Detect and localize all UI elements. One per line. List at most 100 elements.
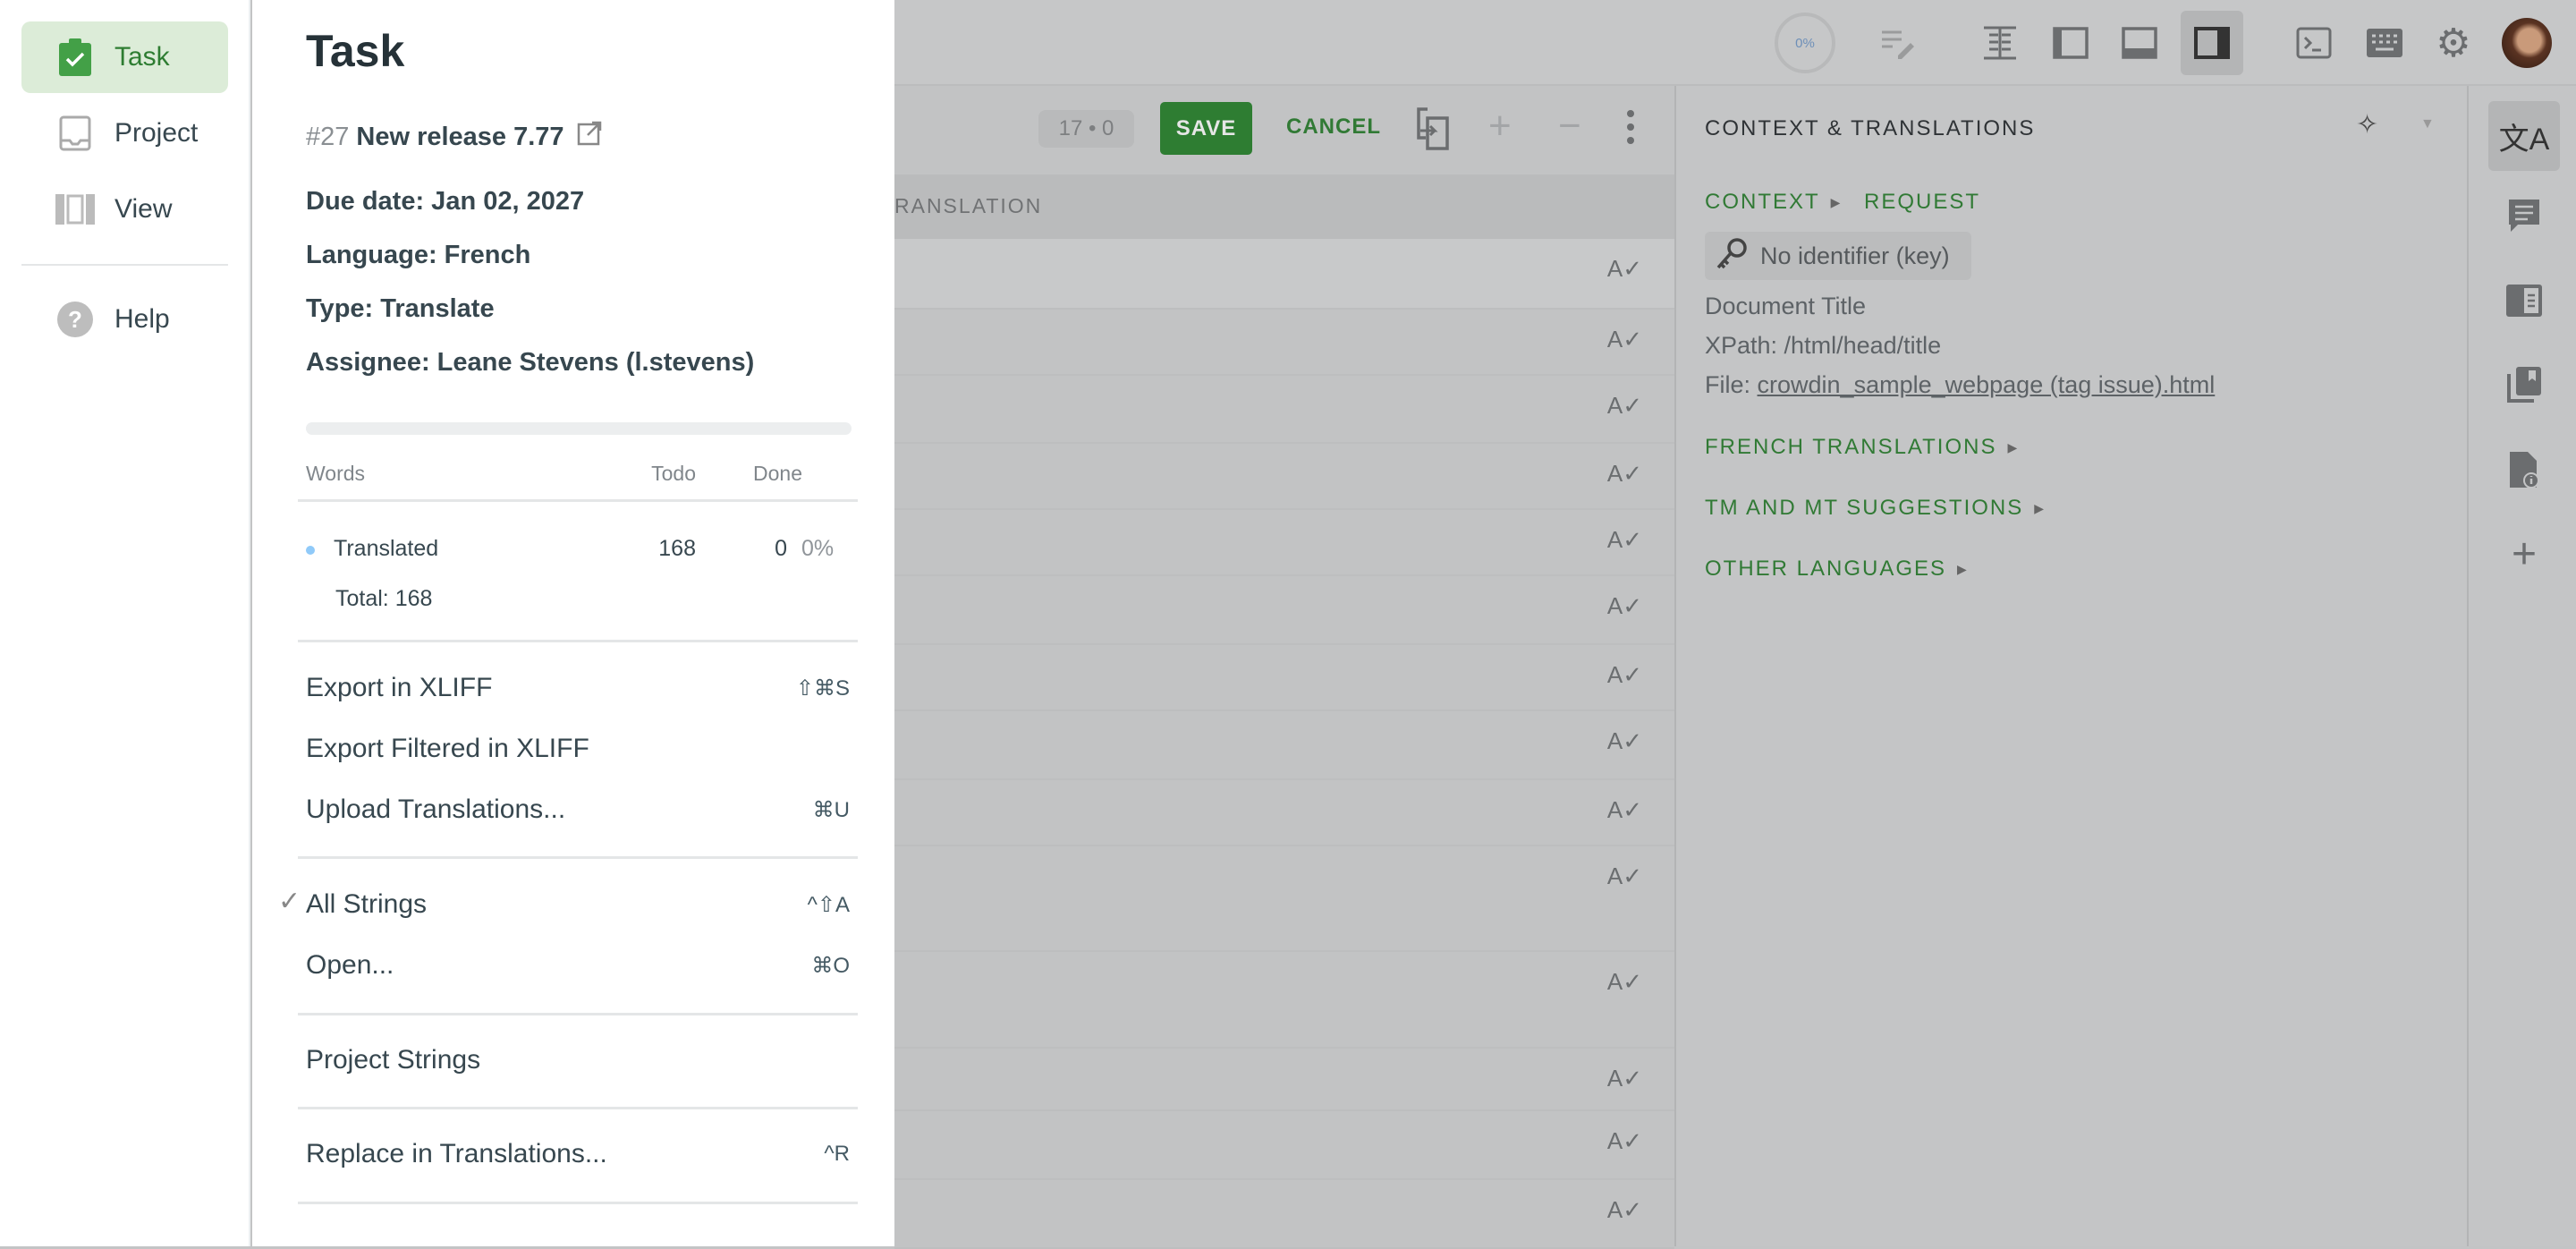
nav-item-project[interactable]: Project (21, 98, 228, 169)
external-link-icon[interactable] (577, 121, 602, 153)
caret-right-icon: ▶ (1830, 194, 1843, 209)
due-date: Due date: Jan 02, 2027 (306, 187, 585, 216)
file-link[interactable]: crowdin_sample_webpage (tag issue).html (1757, 371, 2216, 398)
string-row[interactable]: A✓ (894, 310, 1674, 376)
string-row[interactable]: A✓ (894, 239, 1674, 310)
inbox-icon (55, 114, 95, 153)
add-panel-icon[interactable]: + (2511, 530, 2538, 578)
spellcheck-icon[interactable]: A✓ (1606, 526, 1642, 553)
cancel-button[interactable]: CANCEL (1286, 115, 1381, 139)
svg-text:?: ? (68, 306, 82, 333)
spellcheck-icon[interactable]: A✓ (1606, 796, 1642, 823)
string-row[interactable]: A✓ (894, 1111, 1674, 1180)
spellcheck-icon[interactable]: A✓ (1606, 392, 1642, 419)
spellcheck-icon[interactable]: A✓ (1606, 968, 1642, 995)
words-header: Words (306, 462, 366, 485)
spellcheck-icon[interactable]: A✓ (1606, 1065, 1642, 1092)
divider (298, 856, 858, 859)
nav-item-label: View (114, 194, 173, 224)
spellcheck-icon[interactable]: A✓ (1606, 1127, 1642, 1154)
glossary-icon[interactable] (2488, 266, 2560, 336)
menu-item-export-xliff[interactable]: Export in XLIFF ⇧⌘S (306, 661, 850, 715)
nav-item-view[interactable]: View (21, 174, 228, 245)
layout-table-icon[interactable] (1977, 20, 2023, 66)
spellcheck-icon[interactable]: A✓ (1606, 1196, 1642, 1223)
more-vertical-icon[interactable] (1626, 109, 1635, 149)
string-row[interactable]: A✓ (894, 1180, 1674, 1249)
menu-item-replace-in-translations[interactable]: Replace in Translations... ^R (306, 1127, 850, 1181)
layout-bottom-panel-icon[interactable] (2116, 20, 2163, 66)
nav-item-label: Help (114, 304, 170, 334)
menu-item-upload-translations[interactable]: Upload Translations... ⌘U (306, 783, 850, 837)
help-circle-icon: ? (55, 300, 95, 339)
context-link[interactable]: CONTEXT ▶ (1705, 190, 1842, 215)
edit-list-icon[interactable] (1875, 20, 1921, 66)
comments-icon[interactable] (2488, 181, 2560, 251)
shortcut: ⌘O (811, 953, 850, 978)
nav-item-help[interactable]: ? Help (21, 284, 228, 355)
layout-left-panel-icon[interactable] (2047, 20, 2094, 66)
translated-done: 0 (775, 536, 787, 561)
translate-icon[interactable]: 文A (2488, 101, 2560, 171)
left-nav: Task Project View ? Help (0, 0, 250, 1246)
string-row[interactable]: A✓ (894, 846, 1674, 952)
menu-item-label: Upload Translations... (306, 794, 566, 824)
editor-panel: 17 • 0 SAVE CANCEL + − RANSLATION A✓ A✓ A✓… (894, 86, 1674, 1249)
string-row[interactable]: A✓ (894, 376, 1674, 444)
spellcheck-icon[interactable]: A✓ (1606, 592, 1642, 619)
task-number: #27 (306, 122, 350, 151)
string-row[interactable]: A✓ (894, 510, 1674, 576)
menu-item-export-filtered-xliff[interactable]: Export Filtered in XLIFF (306, 722, 850, 776)
language: Language: French (306, 241, 531, 269)
clipboard-check-icon (55, 38, 95, 77)
translation-memory-icon[interactable] (2488, 350, 2560, 420)
layout-right-panel-icon[interactable] (2181, 11, 2243, 75)
menu-item-project-strings[interactable]: Project Strings (306, 1033, 850, 1087)
divider (298, 1013, 858, 1015)
chevron-down-icon[interactable]: ▼ (2420, 116, 2435, 132)
keyboard-icon[interactable] (2361, 20, 2408, 66)
plus-icon[interactable]: + (1488, 104, 1512, 148)
save-button[interactable]: SAVE (1160, 102, 1252, 155)
assignee: Assignee: Leane Stevens (l.stevens) (306, 348, 755, 377)
string-row[interactable]: A✓ (894, 952, 1674, 1049)
progress-circle[interactable]: 0% (1775, 13, 1835, 73)
terminal-icon[interactable] (2291, 20, 2337, 66)
shortcut: ⌘U (812, 797, 850, 822)
string-row[interactable]: A✓ (894, 780, 1674, 846)
caret-right-icon: ▶ (2034, 500, 2046, 515)
file-line: File: crowdin_sample_webpage (tag issue)… (1705, 371, 2215, 399)
spellcheck-icon[interactable]: A✓ (1606, 862, 1642, 889)
string-row[interactable]: A✓ (894, 1049, 1674, 1111)
avatar[interactable] (2502, 18, 2552, 68)
context-panel: CONTEXT & TRANSLATIONS ✧ ▼ CONTEXT ▶ REQU… (1674, 86, 2467, 1246)
nav-item-task[interactable]: Task (21, 21, 228, 93)
copy-source-icon[interactable] (1415, 107, 1451, 155)
pin-icon[interactable]: ✧ (2356, 110, 2379, 140)
todo-header: Todo (651, 462, 696, 485)
shortcut: ^⇧A (807, 892, 850, 917)
nav-item-label: Project (114, 118, 199, 148)
shortcut: ⇧⌘S (795, 675, 850, 701)
french-translations-section[interactable]: FRENCH TRANSLATIONS ▶ (1705, 435, 2019, 460)
menu-item-open[interactable]: Open... ⌘O (306, 939, 850, 992)
string-row[interactable]: A✓ (894, 576, 1674, 645)
minus-icon[interactable]: − (1558, 104, 1581, 148)
request-link[interactable]: REQUEST (1864, 190, 1981, 214)
task-name-row: #27 New release 7.77 (306, 121, 602, 153)
translated-percent: 0% (801, 536, 835, 561)
menu-item-all-strings[interactable]: All Strings ^⇧A (306, 878, 850, 931)
menu-item-label: Project Strings (306, 1045, 481, 1075)
string-row[interactable]: A✓ (894, 645, 1674, 711)
spellcheck-icon[interactable]: A✓ (1606, 727, 1642, 754)
spellcheck-icon[interactable]: A✓ (1606, 460, 1642, 487)
spellcheck-icon[interactable]: A✓ (1606, 661, 1642, 688)
spellcheck-icon[interactable]: A✓ (1606, 326, 1642, 353)
spellcheck-icon[interactable]: A✓ (1606, 255, 1642, 282)
string-row[interactable]: A✓ (894, 711, 1674, 780)
string-row[interactable]: A✓ (894, 444, 1674, 510)
file-info-icon[interactable] (2488, 435, 2560, 505)
tm-mt-suggestions-section[interactable]: TM AND MT SUGGESTIONS ▶ (1705, 496, 2046, 521)
settings-icon[interactable]: ⚙ (2436, 21, 2471, 65)
other-languages-section[interactable]: OTHER LANGUAGES ▶ (1705, 557, 1969, 582)
